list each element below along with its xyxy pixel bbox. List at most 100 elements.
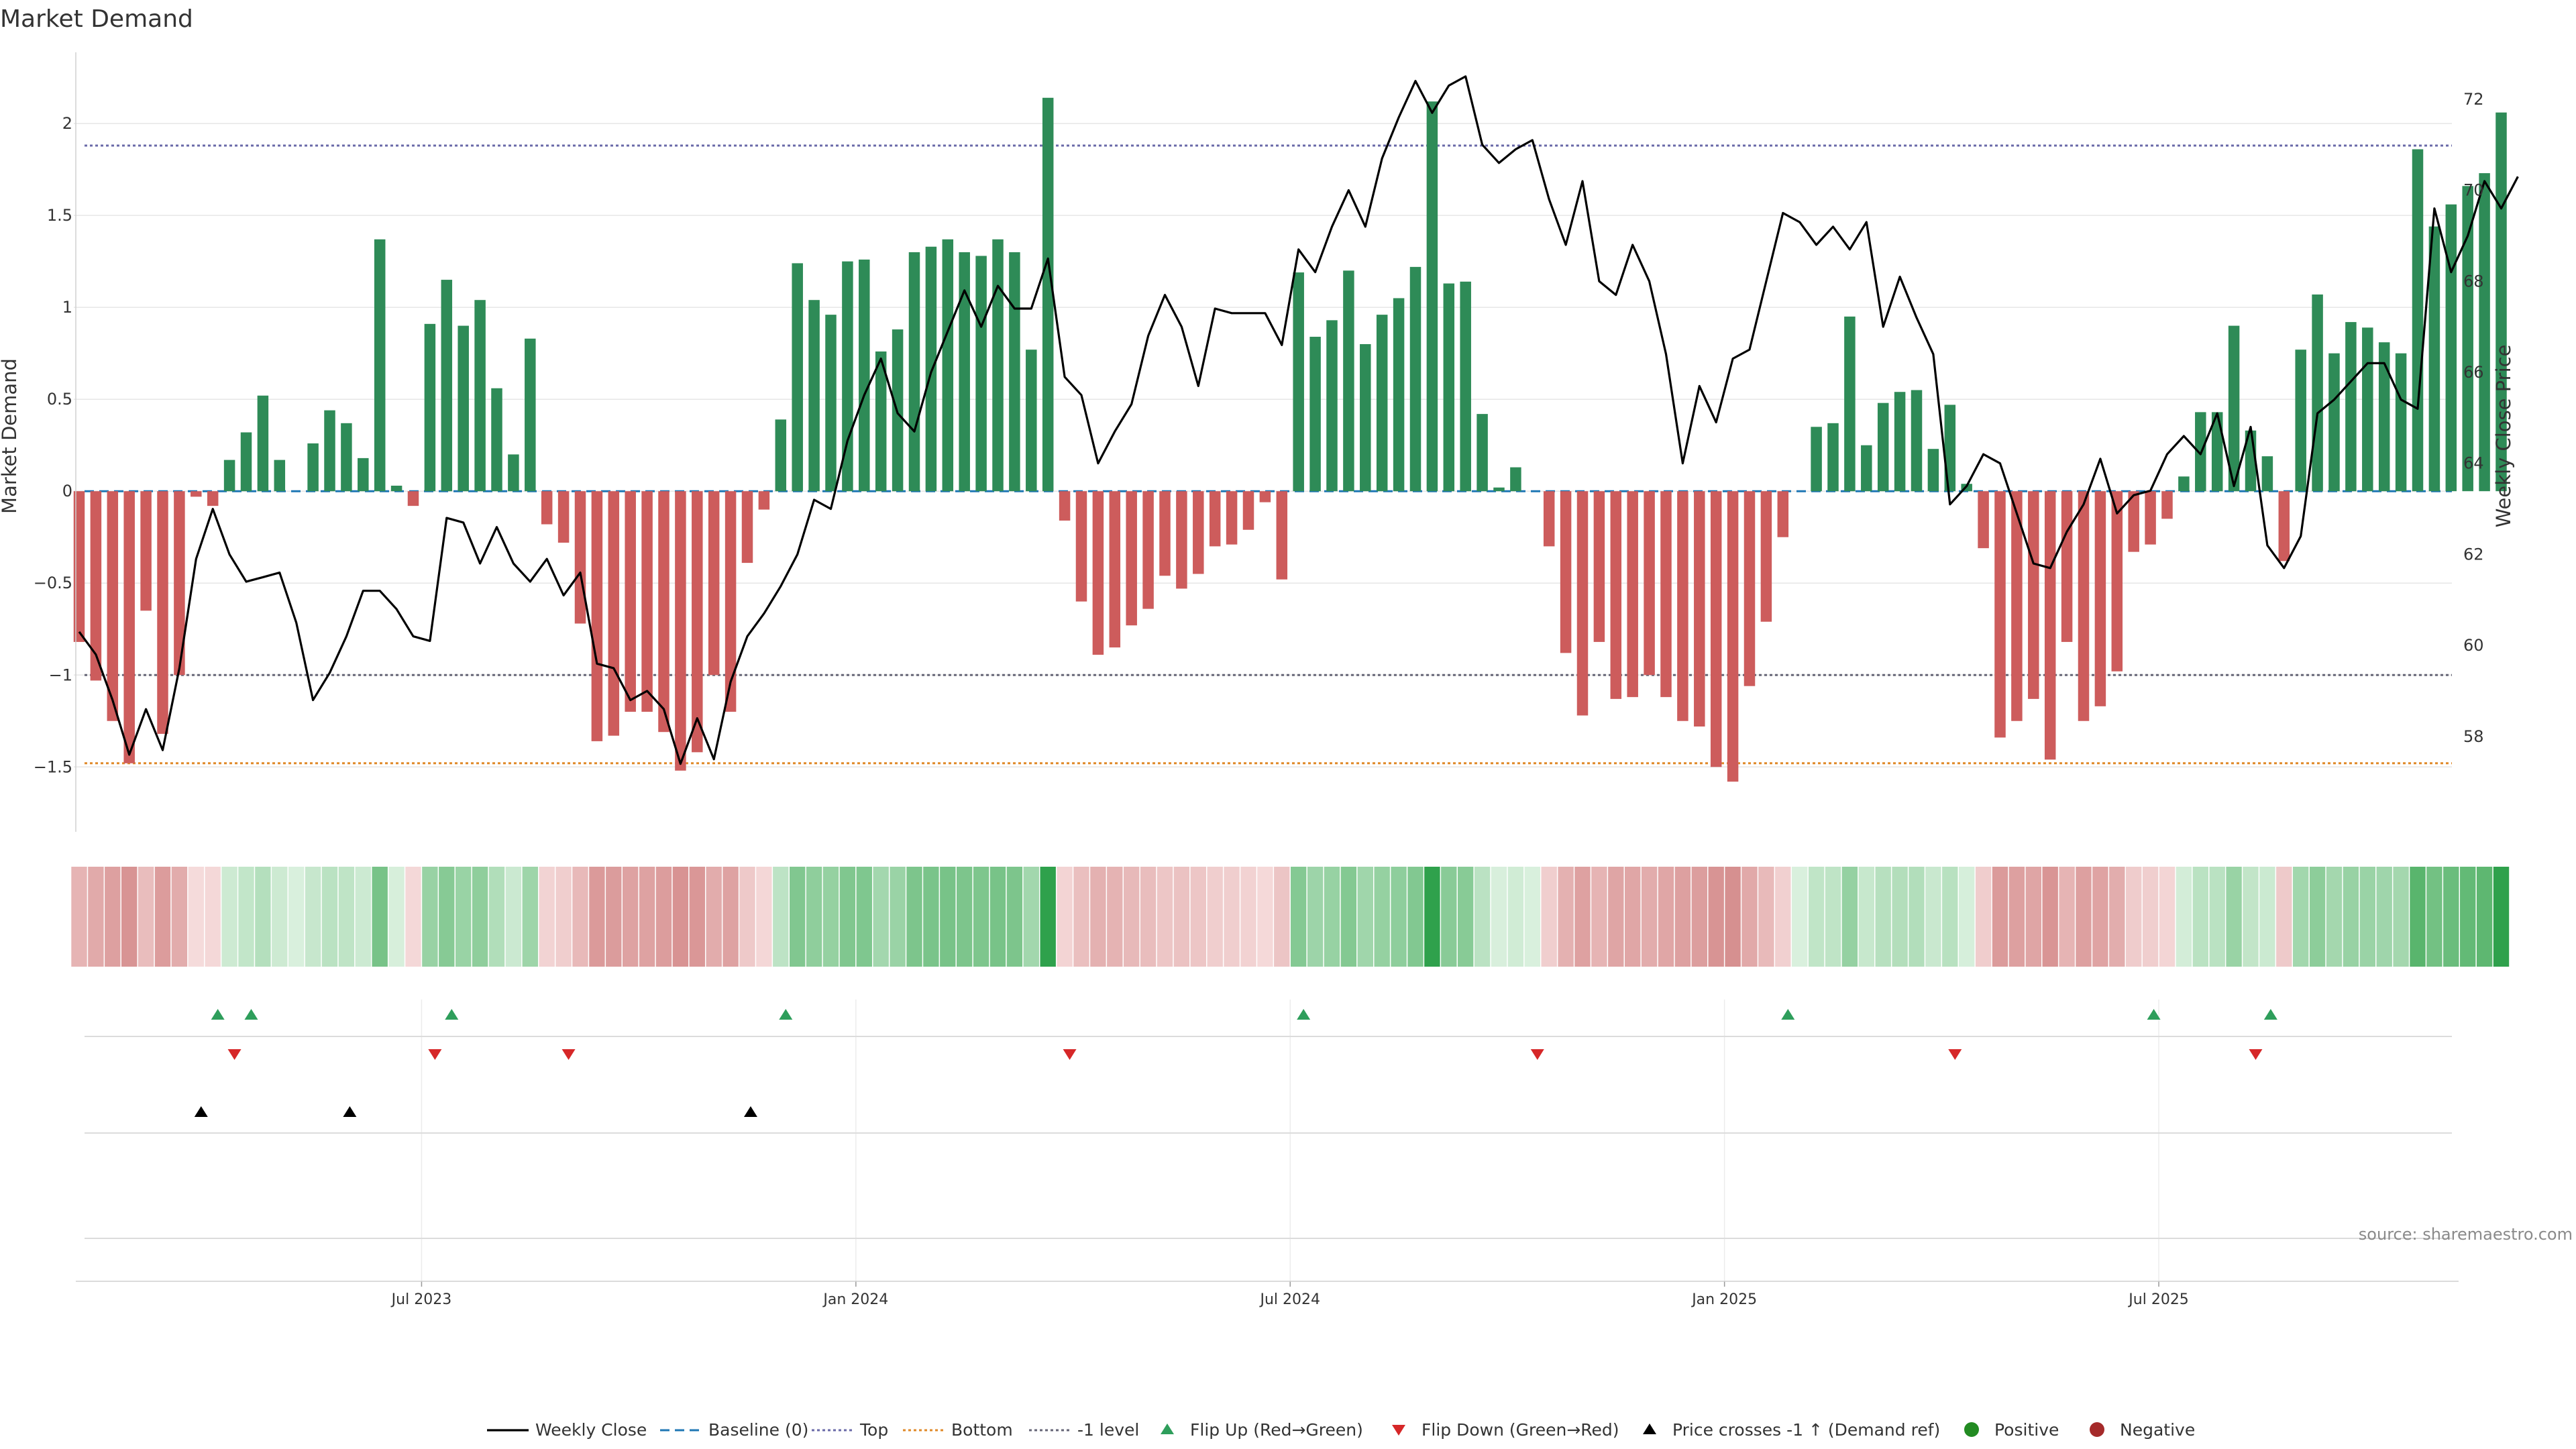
heat-strip-cell xyxy=(2259,867,2275,967)
demand-bar-negative xyxy=(1193,491,1204,574)
demand-bar-negative xyxy=(1159,491,1171,576)
y-tick-label: −1.5 xyxy=(34,757,72,776)
demand-bar-negative xyxy=(1276,491,1288,580)
heat-strip-cell xyxy=(1441,867,1457,967)
heat-strip-cell xyxy=(71,867,87,967)
flip-up-marker xyxy=(2147,1009,2161,1020)
flip-up-marker xyxy=(779,1009,793,1020)
heat-strip-cell xyxy=(940,867,956,967)
legend-swatch xyxy=(1643,1424,1656,1434)
heat-strip-cell xyxy=(1507,867,1524,967)
flip-down-marker xyxy=(227,1049,241,1060)
x-tick-label: Jul 2024 xyxy=(1258,1291,1320,1308)
demand-bar-negative xyxy=(541,491,553,525)
x-tick-label: Jul 2025 xyxy=(2127,1291,2189,1308)
heat-strip-cell xyxy=(1674,867,1691,967)
heat-strip-cell xyxy=(1725,867,1741,967)
heat-strip-cell xyxy=(1157,867,1173,967)
demand-bar-positive xyxy=(1326,320,1338,492)
heat-strip-cell xyxy=(822,867,839,967)
price-cross-marker xyxy=(343,1106,357,1117)
demand-bar-negative xyxy=(107,491,119,721)
chart-title: Market Demand xyxy=(0,5,193,33)
demand-bar-negative xyxy=(2094,491,2106,706)
demand-bar-positive xyxy=(1944,405,1956,492)
demand-bar-positive xyxy=(1360,343,1371,492)
heat-strip-cell xyxy=(455,867,472,967)
price-cross-marker xyxy=(194,1106,208,1117)
heat-strip-cell xyxy=(1491,867,1507,967)
heat-strip-cell xyxy=(555,867,572,967)
demand-bar-negative xyxy=(1126,491,1137,626)
heat-strip-cell xyxy=(1274,867,1290,967)
demand-bar-negative xyxy=(1242,491,1254,530)
heat-strip-cell xyxy=(1708,867,1724,967)
heat-strip-cell xyxy=(2376,867,2392,967)
heat-strip-cell xyxy=(1340,867,1357,967)
heat-strip-cell xyxy=(1691,867,1707,967)
legend-item-line: Weekly Close xyxy=(487,1420,647,1440)
demand-bar-negative xyxy=(1694,491,1705,727)
legend-label: Flip Up (Red→Green) xyxy=(1190,1420,1363,1440)
flip-down-marker xyxy=(1063,1049,1077,1060)
legend-swatch xyxy=(2090,1422,2104,1437)
heat-strip-cell xyxy=(1257,867,1273,967)
demand-bar-negative xyxy=(191,491,202,497)
y-tick-label: −0.5 xyxy=(34,574,72,592)
demand-bar-negative xyxy=(2078,491,2090,721)
heat-strip-cell xyxy=(1391,867,1407,967)
heat-strip-cell xyxy=(288,867,305,967)
heat-strip-cell xyxy=(1073,867,1089,967)
demand-bar-positive xyxy=(808,300,820,492)
heat-strip-cell xyxy=(1474,867,1491,967)
heat-strip-cell xyxy=(2025,867,2041,967)
demand-bar-positive xyxy=(1911,390,1923,492)
heat-strip-cell xyxy=(722,867,739,967)
heat-strip-cell xyxy=(957,867,973,967)
demand-bar-positive xyxy=(959,252,970,492)
heat-strip-cell xyxy=(1307,867,1324,967)
demand-bar-positive xyxy=(859,259,870,492)
heat-strip-cell xyxy=(1541,867,1557,967)
heat-strip-cell xyxy=(873,867,889,967)
demand-bar-positive xyxy=(508,454,519,492)
demand-bar-negative xyxy=(1176,491,1187,589)
demand-bar-negative xyxy=(2028,491,2039,699)
heat-strip-cell xyxy=(1959,867,1975,967)
demand-bar-negative xyxy=(1593,491,1605,642)
legend-label: -1 level xyxy=(1077,1420,1139,1440)
demand-bar-negative xyxy=(2278,491,2290,561)
y-tick-label: 2 xyxy=(62,114,72,133)
heat-strip-cell xyxy=(756,867,772,967)
heat-strip-cell xyxy=(539,867,555,967)
demand-bar-positive xyxy=(491,388,502,492)
demand-bar-positive xyxy=(2228,325,2240,492)
demand-bar-negative xyxy=(2061,491,2073,642)
y-tick-label: 1.5 xyxy=(47,206,72,225)
y2-tick-label: 62 xyxy=(2463,545,2484,564)
event-markers xyxy=(194,1009,2277,1117)
demand-bar-positive xyxy=(2261,456,2273,492)
legend-label: Bottom xyxy=(951,1420,1013,1440)
demand-bar-negative xyxy=(1142,491,1154,609)
x-tick-label: Jan 2025 xyxy=(1690,1291,1757,1308)
heat-strip-cell xyxy=(2243,867,2259,967)
demand-bar-positive xyxy=(2395,353,2407,492)
demand-bar-negative xyxy=(1677,491,1688,721)
demand-bar-negative xyxy=(1259,491,1271,502)
heat-strip-cell xyxy=(606,867,622,967)
legend-item-baseline: Baseline (0) xyxy=(660,1420,808,1440)
y2-tick-label: 58 xyxy=(2463,727,2484,746)
heat-strip-cell xyxy=(1040,867,1056,967)
demand-bar-positive xyxy=(358,458,369,492)
x-axis-ticks: Jul 2023 Jan 2024 Jul 2024 Jan 2025 Jul 2025 xyxy=(390,1291,2189,1308)
demand-bar-positive xyxy=(1811,427,1822,492)
demand-bar-negative xyxy=(591,491,603,741)
legend-swatch xyxy=(1161,1424,1174,1434)
demand-bar-negative xyxy=(1209,491,1221,547)
heat-strip-cell xyxy=(388,867,405,967)
demand-bar-positive xyxy=(1827,423,1839,492)
heat-strip-cell xyxy=(2209,867,2225,967)
demand-bar-negative xyxy=(2044,491,2056,760)
demand-bar-positive xyxy=(474,300,486,492)
